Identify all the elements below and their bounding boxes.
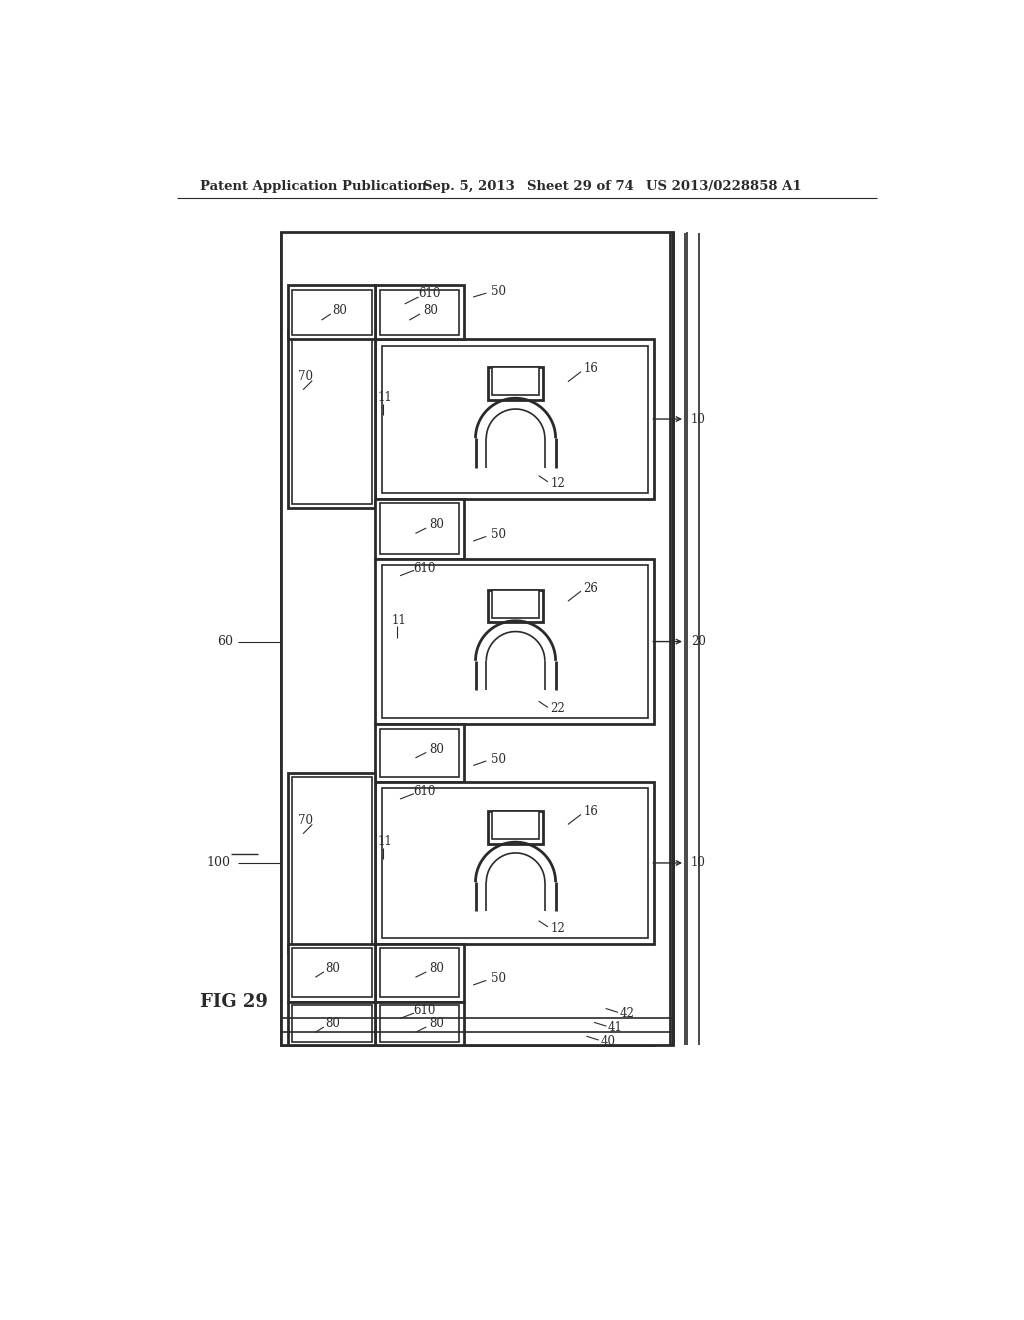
Bar (292, 949, 372, 997)
Text: 50: 50 (490, 285, 506, 298)
Text: 22: 22 (550, 702, 565, 715)
Text: 70: 70 (298, 814, 313, 828)
Bar (487, 590, 544, 622)
Bar (382, 565, 648, 718)
Text: US 2013/0228858 A1: US 2013/0228858 A1 (646, 181, 802, 194)
Bar (493, 367, 539, 395)
Text: 11: 11 (377, 391, 392, 404)
Text: 16: 16 (584, 805, 598, 818)
Text: 12: 12 (550, 477, 565, 490)
Bar (292, 776, 372, 949)
Text: Sheet 29 of 74: Sheet 29 of 74 (527, 181, 634, 194)
Bar (292, 1006, 372, 1041)
Text: 70: 70 (298, 370, 313, 383)
Bar (292, 290, 372, 335)
Text: 41: 41 (608, 1022, 623, 1035)
Text: 610: 610 (414, 1005, 436, 1018)
Bar (376, 1002, 464, 1045)
Text: 80: 80 (333, 304, 347, 317)
Bar (493, 590, 539, 618)
Text: 12: 12 (550, 921, 565, 935)
Bar (382, 788, 648, 937)
Text: 10: 10 (691, 413, 706, 425)
Bar (292, 334, 372, 504)
Text: 11: 11 (391, 614, 406, 627)
Bar (289, 944, 376, 1002)
Bar (376, 725, 464, 781)
Text: 80: 80 (430, 962, 444, 975)
Bar (376, 558, 654, 725)
Bar (376, 499, 464, 558)
Text: 26: 26 (584, 582, 598, 594)
Text: 80: 80 (326, 1018, 341, 1031)
Bar (289, 774, 376, 953)
Bar (380, 949, 460, 997)
Text: 40: 40 (600, 1035, 615, 1048)
Bar (380, 1006, 460, 1041)
Bar (493, 812, 539, 840)
Text: 610: 610 (418, 286, 440, 300)
Text: 11: 11 (377, 834, 392, 847)
Text: 60: 60 (217, 635, 233, 648)
Text: 50: 50 (490, 752, 506, 766)
Text: 50: 50 (490, 973, 506, 985)
Text: 80: 80 (430, 743, 444, 756)
Text: 50: 50 (490, 528, 506, 541)
Bar (382, 346, 648, 492)
Bar (376, 339, 654, 499)
Text: 100: 100 (207, 857, 230, 870)
Text: 10: 10 (691, 857, 706, 870)
Text: 16: 16 (584, 362, 598, 375)
Text: 610: 610 (414, 785, 436, 797)
Bar (281, 231, 674, 1045)
Bar (487, 812, 544, 843)
Bar (380, 729, 460, 777)
Bar (289, 330, 376, 508)
Bar (380, 290, 460, 335)
Bar (376, 781, 654, 944)
Bar (281, 234, 654, 1045)
Bar (289, 285, 376, 339)
Text: FIG 29: FIG 29 (200, 993, 267, 1011)
Text: 80: 80 (423, 304, 438, 317)
Text: Sep. 5, 2013: Sep. 5, 2013 (423, 181, 515, 194)
Bar (376, 285, 464, 339)
Text: 80: 80 (430, 519, 444, 532)
Text: 80: 80 (326, 962, 341, 975)
Bar (376, 944, 464, 1002)
Text: 20: 20 (691, 635, 706, 648)
Bar (380, 503, 460, 554)
Bar (487, 367, 544, 400)
Text: 80: 80 (430, 1018, 444, 1031)
Text: 42: 42 (620, 1007, 635, 1020)
Bar (289, 1002, 376, 1045)
Text: 610: 610 (414, 561, 436, 574)
Text: Patent Application Publication: Patent Application Publication (200, 181, 427, 194)
